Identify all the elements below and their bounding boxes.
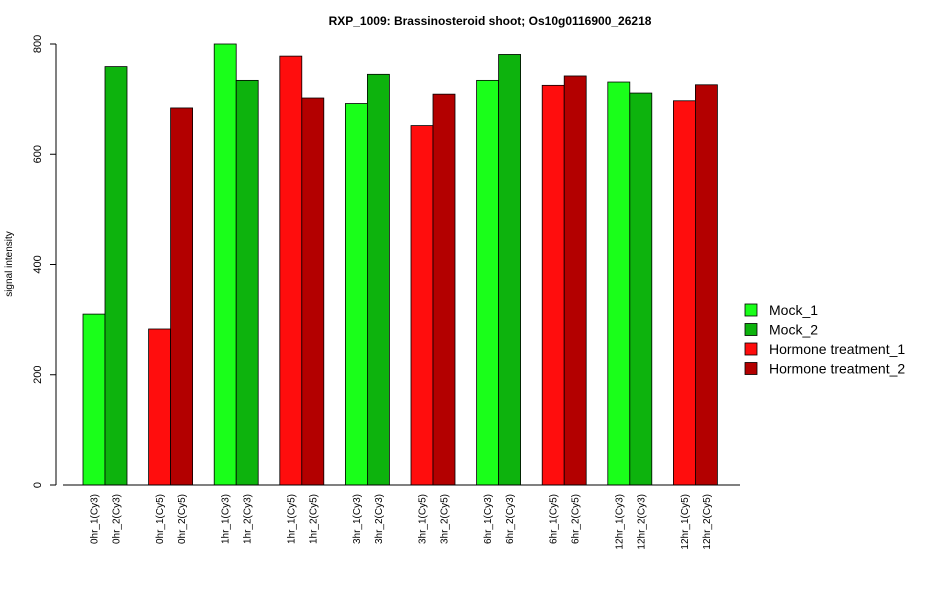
- category-tick-label: 3hr_1(Cy3): [352, 494, 363, 544]
- category-tick-label: 6hr_2(Cy3): [505, 494, 516, 544]
- legend-swatch: [744, 323, 758, 336]
- bar: [541, 84, 565, 486]
- y-tick-label: 200: [32, 366, 44, 384]
- category-tick-label: 1hr_2(Cy3): [243, 494, 254, 544]
- legend-swatch: [744, 362, 758, 375]
- bar: [148, 328, 172, 486]
- y-tick-label: 400: [32, 255, 44, 273]
- bar: [344, 103, 368, 486]
- category-tick-label: 0hr_1(Cy3): [90, 494, 101, 544]
- category-tick-label: 0hr_2(Cy5): [177, 494, 188, 544]
- category-tick-label: 3hr_2(Cy5): [440, 494, 451, 544]
- bar: [629, 92, 653, 486]
- category-tick-label: 12hr_1(Cy3): [614, 494, 625, 550]
- category-labels: 0hr_1(Cy3) 0hr_2(Cy3) 0hr_1(Cy5) 0hr_2(Cy5)…: [90, 494, 713, 550]
- bar: [104, 66, 128, 486]
- bar: [695, 84, 718, 486]
- legend-label: Hormone treatment_1: [769, 341, 905, 357]
- category-tick-label: 6hr_1(Cy5): [549, 494, 560, 544]
- bar: [82, 313, 106, 486]
- bar: [410, 125, 434, 486]
- category-tick-label: 12hr_1(Cy5): [680, 494, 691, 550]
- category-tick-label: 0hr_2(Cy3): [112, 494, 123, 544]
- plot-area: [82, 43, 718, 486]
- category-tick-label: 12hr_2(Cy5): [702, 494, 713, 550]
- y-tick-label: 600: [32, 145, 44, 163]
- chart-title: RXP_1009: Brassinosteroid shoot; Os10g01…: [329, 14, 652, 28]
- y-tick-label: 0: [32, 482, 44, 488]
- bar: [476, 79, 500, 486]
- bar: [366, 73, 390, 486]
- y-axis-label: signal intensity: [4, 231, 15, 297]
- category-tick-label: 1hr_1(Cy5): [286, 494, 297, 544]
- bar: [432, 93, 456, 486]
- bar: [213, 43, 237, 486]
- bar: [673, 100, 696, 486]
- category-tick-label: 3hr_2(Cy3): [374, 494, 385, 544]
- bar: [301, 97, 325, 486]
- category-tick-label: 6hr_1(Cy3): [483, 494, 494, 544]
- bar: [170, 107, 194, 486]
- category-tick-label: 1hr_2(Cy5): [308, 494, 319, 544]
- y-tick-label: 800: [32, 35, 44, 53]
- bar: [607, 81, 631, 486]
- bar: [498, 54, 522, 486]
- legend: Mock_1 Mock_2 Hormone treatment_1 Hormone t…: [744, 302, 905, 377]
- category-tick-label: 6hr_2(Cy5): [571, 494, 582, 544]
- category-tick-label: 0hr_1(Cy5): [155, 494, 166, 544]
- category-tick-label: 3hr_1(Cy5): [418, 494, 429, 544]
- bar: [279, 55, 303, 486]
- legend-label: Mock_1: [769, 302, 818, 318]
- legend-label: Mock_2: [769, 322, 818, 338]
- legend-swatch: [744, 303, 758, 317]
- bar: [563, 75, 587, 486]
- y-axis: 0 200 400 600 800: [32, 35, 740, 488]
- legend-swatch: [744, 342, 758, 356]
- legend-label: Hormone treatment_2: [769, 361, 905, 377]
- bar: [235, 79, 259, 486]
- category-tick-label: 1hr_1(Cy3): [221, 494, 232, 544]
- category-tick-label: 12hr_2(Cy3): [636, 494, 647, 550]
